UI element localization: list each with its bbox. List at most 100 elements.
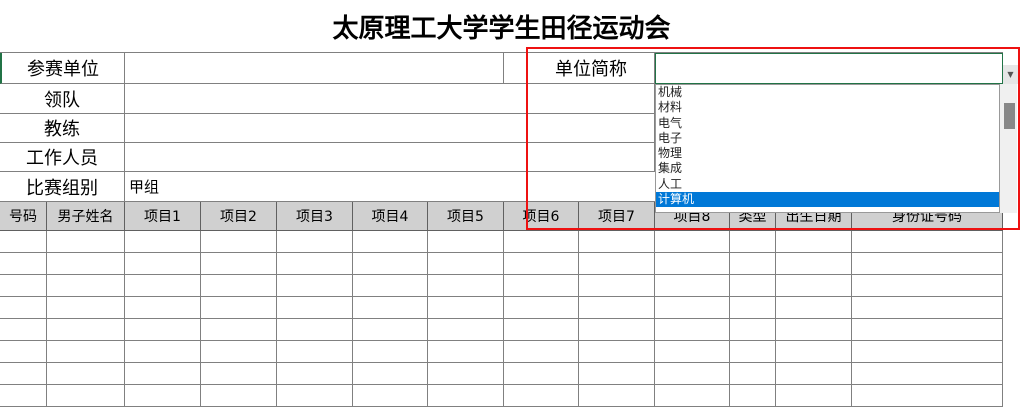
table-cell[interactable] <box>504 319 579 341</box>
table-cell[interactable] <box>0 363 47 385</box>
table-cell[interactable] <box>730 319 776 341</box>
table-cell[interactable] <box>852 319 1003 341</box>
table-cell[interactable] <box>504 341 579 363</box>
table-cell[interactable] <box>428 341 504 363</box>
table-cell[interactable] <box>201 319 277 341</box>
table-cell[interactable] <box>428 275 504 297</box>
table-cell[interactable] <box>579 253 655 275</box>
dropdown-option[interactable]: 机械 <box>658 85 683 99</box>
table-cell[interactable] <box>125 319 201 341</box>
table-cell[interactable] <box>504 253 579 275</box>
column-header[interactable]: 号码 <box>0 202 47 231</box>
table-cell[interactable] <box>730 341 776 363</box>
table-cell[interactable] <box>730 363 776 385</box>
table-cell[interactable] <box>730 275 776 297</box>
table-cell[interactable] <box>655 363 730 385</box>
table-cell[interactable] <box>0 231 47 253</box>
table-cell[interactable] <box>277 275 353 297</box>
table-cell[interactable] <box>353 363 428 385</box>
spacer-cell[interactable] <box>504 53 528 84</box>
table-cell[interactable] <box>201 297 277 319</box>
dropdown-option[interactable]: 电气 <box>658 115 683 130</box>
table-cell[interactable] <box>0 297 47 319</box>
table-cell[interactable] <box>353 319 428 341</box>
leader-input[interactable] <box>125 84 655 114</box>
table-cell[interactable] <box>125 253 201 275</box>
table-cell[interactable] <box>47 253 125 275</box>
column-header[interactable]: 男子姓名 <box>47 202 125 231</box>
table-cell[interactable] <box>655 275 730 297</box>
table-cell[interactable] <box>776 231 852 253</box>
table-cell[interactable] <box>504 363 579 385</box>
scrollbar-thumb[interactable] <box>1004 103 1015 129</box>
table-cell[interactable] <box>0 275 47 297</box>
column-header[interactable]: 项目7 <box>579 202 655 231</box>
table-cell[interactable] <box>428 253 504 275</box>
table-cell[interactable] <box>776 319 852 341</box>
table-cell[interactable] <box>504 275 579 297</box>
table-cell[interactable] <box>47 363 125 385</box>
table-cell[interactable] <box>201 275 277 297</box>
dropdown-list[interactable]: 机械 材料 电气 电子 物理 集成 人工 计算机 <box>655 84 1000 213</box>
column-header[interactable]: 项目3 <box>277 202 353 231</box>
table-cell[interactable] <box>353 253 428 275</box>
table-cell[interactable] <box>504 297 579 319</box>
table-cell[interactable] <box>579 275 655 297</box>
unit-input[interactable] <box>125 53 504 84</box>
table-cell[interactable] <box>125 341 201 363</box>
table-cell[interactable] <box>655 341 730 363</box>
table-cell[interactable] <box>277 341 353 363</box>
coach-input[interactable] <box>125 114 655 143</box>
table-cell[interactable] <box>47 319 125 341</box>
dropdown-arrow-button[interactable]: ▼ <box>1003 65 1018 84</box>
table-cell[interactable] <box>201 341 277 363</box>
staff-input[interactable] <box>125 143 655 172</box>
table-cell[interactable] <box>579 297 655 319</box>
table-cell[interactable] <box>579 341 655 363</box>
table-cell[interactable] <box>125 231 201 253</box>
table-cell[interactable] <box>428 231 504 253</box>
table-cell[interactable] <box>776 297 852 319</box>
table-cell[interactable] <box>47 341 125 363</box>
table-cell[interactable] <box>0 253 47 275</box>
table-cell[interactable] <box>353 231 428 253</box>
table-cell[interactable] <box>655 253 730 275</box>
table-cell[interactable] <box>655 297 730 319</box>
column-header[interactable]: 项目1 <box>125 202 201 231</box>
table-cell[interactable] <box>0 341 47 363</box>
table-cell[interactable] <box>730 297 776 319</box>
dropdown-option[interactable]: 物理 <box>658 146 683 161</box>
table-cell[interactable] <box>47 275 125 297</box>
table-cell[interactable] <box>852 363 1003 385</box>
column-header[interactable]: 项目5 <box>428 202 504 231</box>
dropdown-option[interactable]: 集成 <box>658 161 683 176</box>
table-cell[interactable] <box>125 275 201 297</box>
table-cell[interactable] <box>201 253 277 275</box>
table-cell[interactable] <box>353 341 428 363</box>
table-cell[interactable] <box>776 341 852 363</box>
table-cell[interactable] <box>353 297 428 319</box>
table-cell[interactable] <box>776 253 852 275</box>
column-header[interactable]: 项目6 <box>504 202 579 231</box>
table-cell[interactable] <box>201 231 277 253</box>
table-cell[interactable] <box>277 253 353 275</box>
short-name-input[interactable] <box>655 53 1003 84</box>
table-cell[interactable] <box>201 363 277 385</box>
table-cell[interactable] <box>125 297 201 319</box>
table-cell[interactable] <box>428 363 504 385</box>
dropdown-option[interactable]: 电子 <box>658 130 683 145</box>
table-cell[interactable] <box>655 231 730 253</box>
table-cell[interactable] <box>353 275 428 297</box>
table-cell[interactable] <box>277 319 353 341</box>
column-header[interactable]: 项目4 <box>353 202 428 231</box>
table-cell[interactable] <box>0 319 47 341</box>
table-cell[interactable] <box>852 231 1003 253</box>
table-cell[interactable] <box>277 231 353 253</box>
table-cell[interactable] <box>125 363 201 385</box>
table-cell[interactable] <box>730 231 776 253</box>
table-cell[interactable] <box>776 275 852 297</box>
dropdown-option-selected[interactable]: 计算机 <box>656 192 999 208</box>
table-cell[interactable] <box>428 297 504 319</box>
table-cell[interactable] <box>852 297 1003 319</box>
table-cell[interactable] <box>730 253 776 275</box>
